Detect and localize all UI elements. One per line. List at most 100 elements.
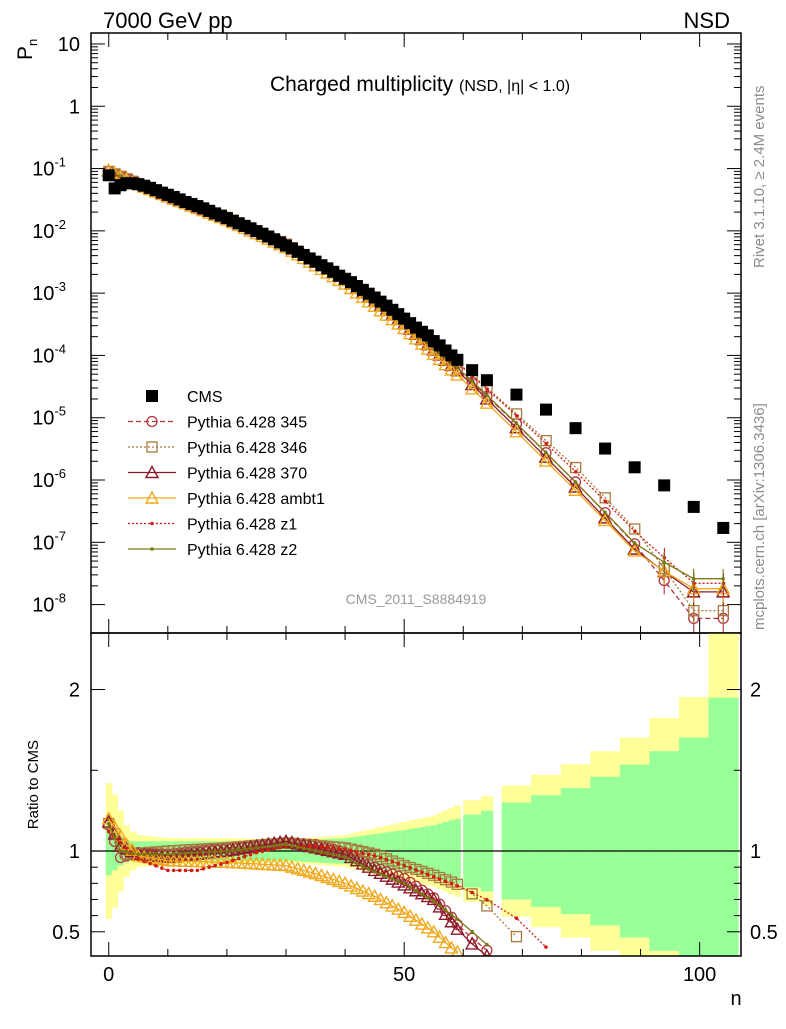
ratio-marker-z2: [118, 849, 123, 853]
ratio-panel-frame: [90, 632, 742, 957]
ratio-marker-z2: [130, 851, 135, 855]
uncertainty-band-inner: [708, 697, 739, 956]
marker-ambt1: [538, 453, 554, 467]
ratio-marker-z2: [183, 851, 188, 856]
ratio-marker-z2: [284, 842, 288, 847]
legend-item-p370: Pythia 6.428 370: [128, 465, 307, 483]
ratio-marker-z1: [420, 870, 424, 875]
data-point-cms: [599, 442, 612, 455]
ratio-marker-z2: [301, 846, 306, 851]
ratio-marker-z2: [266, 844, 271, 849]
legend-label-p345: Pythia 6.428 345: [187, 415, 307, 432]
ratio-line-z1: [108, 831, 547, 948]
data-point-cms: [569, 422, 582, 435]
ratio-marker-z2: [426, 895, 430, 900]
data-point-cms: [687, 500, 700, 513]
ratio-marker-z2: [319, 850, 324, 855]
ratio-marker-z1: [426, 872, 430, 877]
marker-z1: [485, 387, 489, 392]
ratio-marker-ambt1: [349, 881, 365, 895]
ratio-marker-z1: [455, 884, 460, 888]
ratio-marker-z1: [219, 862, 223, 866]
ratio-marker-z1: [142, 859, 146, 864]
x-tick-label: 0: [103, 964, 114, 986]
ratio-marker-z2: [431, 899, 436, 903]
ratio-marker-z2: [225, 849, 229, 853]
ratio-marker-z1: [213, 863, 217, 868]
ratio-marker-z1: [313, 844, 318, 848]
ratio-marker-z1: [431, 875, 436, 879]
legend-marker-p345: [146, 415, 158, 428]
ratio-marker-z2: [219, 849, 223, 854]
ratio-marker-z1: [136, 857, 141, 861]
y-tick-label: 10: [58, 34, 80, 56]
data-point-cms: [510, 388, 523, 401]
main-ylabel-sub: n: [25, 39, 40, 46]
data-point-cms: [451, 353, 464, 366]
ratio-marker-z2: [189, 851, 194, 855]
y-tick-label: 10-3: [32, 279, 66, 305]
ratio-marker-z1: [189, 868, 194, 873]
ratio-marker-z2: [372, 870, 377, 874]
ratio-marker-p370: [464, 936, 480, 950]
ratio-marker-z2: [355, 861, 359, 866]
ratio-marker-ambt1: [367, 888, 382, 902]
marker-z2: [455, 365, 460, 370]
marker-z1: [544, 441, 549, 446]
ratio-marker-z1: [366, 852, 371, 857]
ratio-marker-p370: [402, 880, 418, 894]
legend-item-ambt1: Pythia 6.428 ambt1: [128, 490, 325, 508]
ratio-y-tick-label: 2: [69, 680, 80, 702]
ratio-marker-z2: [148, 852, 152, 857]
ratio-marker-z2: [260, 845, 265, 849]
ratio-marker-ambt1: [355, 883, 370, 897]
legend-marker-z1: [150, 521, 154, 526]
ratio-marker-z1: [248, 852, 253, 857]
marker-z2: [632, 541, 637, 545]
ratio-marker-z1: [148, 861, 152, 866]
ratio-y-tick-label: 0.5: [52, 922, 80, 944]
ratio-marker-p370: [355, 856, 370, 870]
main-title-sub: (NSD, |η| < 1.0): [459, 78, 570, 95]
ratio-y-tick-label-right: 0.5: [750, 922, 778, 944]
marker-p346: [540, 434, 552, 447]
ratio-marker-p370: [385, 871, 400, 885]
ratio-marker-ambt1: [343, 878, 359, 892]
marker-z2: [118, 174, 123, 179]
ratio-marker-p346: [510, 930, 523, 943]
ratio-marker-ambt1: [320, 870, 335, 884]
ratio-marker-z1: [470, 890, 474, 895]
ratio-marker-z2: [195, 850, 200, 855]
ratio-marker-z2: [337, 854, 341, 858]
marker-ambt1: [464, 381, 480, 395]
ratio-marker-z2: [201, 850, 206, 855]
marker-z1: [573, 470, 578, 474]
ratio-marker-z2: [278, 843, 282, 848]
marker-z2: [514, 421, 519, 426]
y-tick-label: 10-1: [32, 155, 66, 181]
ratio-marker-z2: [349, 858, 353, 863]
ratio-marker-ambt1: [451, 944, 464, 956]
ratio-marker-z2: [112, 835, 117, 840]
x-tick-label: 100: [683, 964, 716, 986]
ratio-marker-p346: [466, 888, 478, 900]
ratio-marker-p370: [414, 886, 430, 900]
legend-item-p346: Pythia 6.428 346: [128, 440, 307, 457]
legend-item-z2: Pythia 6.428 z2: [128, 542, 297, 559]
ratio-marker-ambt1: [414, 916, 430, 930]
ratio-marker-ambt1: [308, 866, 323, 880]
ratio-marker-z1: [207, 865, 211, 869]
ratio-marker-ambt1: [385, 898, 400, 912]
data-point-cms: [480, 374, 493, 387]
marker-p370: [509, 420, 524, 434]
ratio-marker-z1: [337, 846, 341, 851]
y-tick-label: 10-4: [32, 341, 66, 367]
ratio-marker-ambt1: [420, 920, 435, 934]
ratio-marker-p346: [410, 863, 422, 876]
ratio-marker-z2: [361, 864, 365, 869]
data-point-cms: [717, 521, 730, 534]
ratio-marker-z2: [166, 852, 170, 857]
legend-marker-z2: [150, 547, 154, 551]
ratio-marker-ambt1: [444, 940, 459, 954]
ratio-marker-p370: [432, 899, 447, 913]
